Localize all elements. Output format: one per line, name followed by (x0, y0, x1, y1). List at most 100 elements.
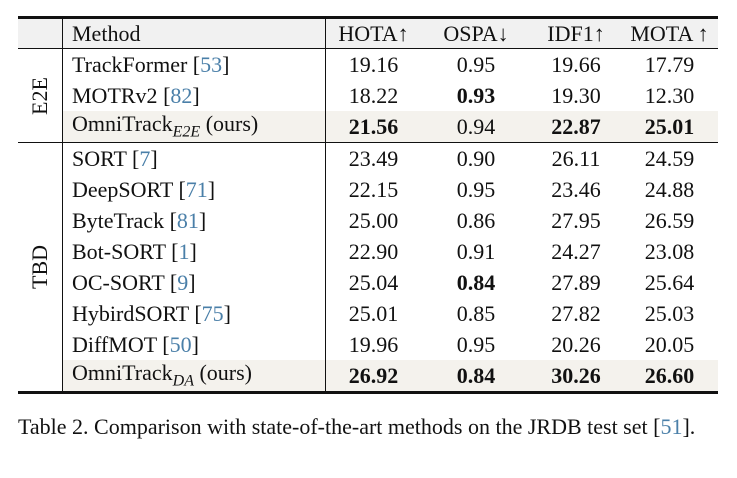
table-row: OC-SORT [9] 25.04 0.84 27.89 25.64 (18, 267, 718, 298)
table-row: DeepSORT [71] 22.15 0.95 23.46 24.88 (18, 174, 718, 205)
method-cell: OmniTrackE2E (ours) (62, 111, 326, 143)
citation-link[interactable]: 71 (185, 176, 208, 202)
group-header (18, 17, 63, 49)
col-mota: MOTA ↑ (621, 17, 718, 49)
method-name: SORT (72, 145, 127, 171)
citation-link[interactable]: 82 (170, 82, 193, 108)
value-cell: 26.11 (531, 142, 621, 174)
table-row: TBD SORT [7] 23.49 0.90 26.11 24.59 (18, 142, 718, 393)
group-label: E2E (18, 48, 63, 143)
col-ospa: OSPA↓ (421, 17, 531, 49)
value-cell: 23.49 (325, 142, 421, 174)
value-cell: 0.91 (456, 238, 496, 264)
value-cell: 24.88 (644, 176, 695, 202)
value-cell: 0.90 (421, 142, 531, 174)
citation-link[interactable]: 75 (201, 300, 224, 326)
value-cell: 26.60 (621, 360, 718, 393)
method-cell: HybirdSORT [75] (62, 298, 326, 329)
value-cell: 19.30 (551, 82, 601, 108)
value-cell: 25.01 (348, 300, 399, 326)
col-idf1: IDF1↑ (531, 17, 621, 49)
value-cell: 18.22 (348, 82, 399, 108)
method-subscript: E2E (172, 123, 201, 141)
group-label-text: E2E (26, 76, 52, 115)
method-name: OmniTrack (72, 360, 173, 386)
value-cell: 26.92 (325, 360, 421, 393)
table-row: OmniTrackE2E (ours) 21.56 0.94 22.87 25.01 (18, 111, 718, 143)
table-row: MOTRv2 [82] 18.22 0.93 19.30 12.30 (18, 80, 718, 111)
caption-text: Table 2. Comparison with state-of-the-ar… (18, 414, 661, 439)
method-cell: OmniTrackDA (ours) (62, 360, 326, 393)
table-row: OmniTrackDA (ours) 26.92 0.84 30.26 26.60 (18, 360, 718, 393)
value-cell: 0.84 (421, 360, 531, 393)
value-cell: 19.16 (348, 51, 399, 77)
method-suffix: (ours) (199, 360, 253, 386)
method-name: HybirdSORT (72, 300, 189, 326)
value-cell: 20.05 (644, 331, 695, 357)
value-cell: 25.01 (621, 111, 718, 143)
method-cell: DiffMOT [50] (62, 329, 326, 360)
table-row: E2E TrackFormer [53] 19.16 0.95 19.66 17.79 (18, 48, 718, 143)
group-label: TBD (18, 142, 63, 393)
value-cell: 0.94 (421, 111, 531, 143)
value-cell: 0.95 (456, 331, 496, 357)
caption-end: ]. (682, 414, 696, 439)
method-cell: TrackFormer [53] (62, 48, 326, 80)
method-cell: Bot-SORT [1] (62, 236, 326, 267)
value-cell: 0.93 (456, 82, 496, 108)
citation-link[interactable]: 1 (178, 238, 190, 264)
value-cell: 17.79 (644, 51, 695, 77)
method-name: OC-SORT (72, 269, 165, 295)
value-cell: 30.26 (531, 360, 621, 393)
col-method: Method (62, 17, 326, 49)
citation-link[interactable]: 53 (200, 51, 223, 77)
value-cell: 24.27 (551, 238, 601, 264)
method-cell: DeepSORT [71] (62, 174, 326, 205)
value-cell: 21.56 (325, 111, 421, 143)
citation-link[interactable]: 7 (139, 145, 151, 171)
table-row: DiffMOT [50] 19.96 0.95 20.26 20.05 (18, 329, 718, 360)
value-cell: 20.26 (551, 331, 601, 357)
method-name: Bot-SORT (72, 238, 166, 264)
method-cell: OC-SORT [9] (62, 267, 326, 298)
table-row: ByteTrack [81] 25.00 0.86 27.95 26.59 (18, 205, 718, 236)
header-row: Method HOTA↑ OSPA↓ IDF1↑ MOTA ↑ (18, 17, 718, 49)
value-cell: 19.96 (348, 331, 399, 357)
table-row: Bot-SORT [1] 22.90 0.91 24.27 23.08 (18, 236, 718, 267)
citation-link[interactable]: 81 (176, 207, 199, 233)
value-cell: 0.95 (456, 51, 496, 77)
value-cell: 27.95 (551, 207, 601, 233)
value-cell: 19.66 (551, 51, 601, 77)
value-cell: 25.03 (644, 300, 695, 326)
value-cell: 24.59 (621, 142, 718, 174)
citation-link[interactable]: 9 (177, 269, 189, 295)
value-cell: 22.15 (348, 176, 399, 202)
value-cell: 0.85 (456, 300, 496, 326)
value-cell: 22.87 (531, 111, 621, 143)
method-name: DiffMOT (72, 331, 157, 357)
col-hota: HOTA↑ (325, 17, 421, 49)
method-name: DeepSORT (72, 176, 173, 202)
value-cell: 25.00 (348, 207, 399, 233)
value-cell: 0.84 (456, 269, 496, 295)
method-cell: ByteTrack [81] (62, 205, 326, 236)
value-cell: 12.30 (644, 82, 695, 108)
method-name: ByteTrack (72, 207, 165, 233)
method-name: OmniTrack (72, 111, 173, 137)
citation-link[interactable]: 50 (169, 331, 192, 357)
value-cell: 25.64 (644, 269, 695, 295)
value-cell: 27.82 (551, 300, 601, 326)
caption-citation[interactable]: 51 (660, 414, 683, 439)
table-row: HybirdSORT [75] 25.01 0.85 27.82 25.03 (18, 298, 718, 329)
value-cell: 23.46 (551, 176, 601, 202)
method-subscript: DA (172, 372, 194, 390)
value-cell: 27.89 (551, 269, 601, 295)
value-cell: 0.86 (456, 207, 496, 233)
value-cell: 22.90 (348, 238, 399, 264)
value-cell: 23.08 (644, 238, 695, 264)
method-name: TrackFormer (72, 51, 188, 77)
method-name: MOTRv2 (72, 82, 158, 108)
method-suffix: (ours) (205, 111, 259, 137)
results-table: Method HOTA↑ OSPA↓ IDF1↑ MOTA ↑ E2E Track… (18, 16, 718, 394)
value-cell: 25.04 (348, 269, 399, 295)
